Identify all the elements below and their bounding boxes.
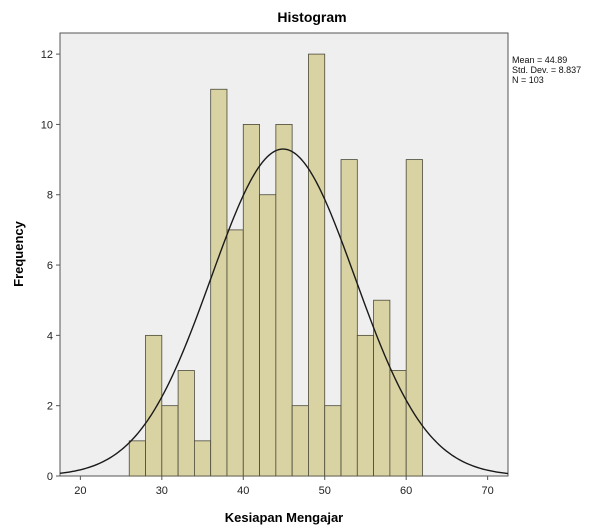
histogram-bar bbox=[275, 124, 293, 477]
histogram-bar bbox=[356, 334, 374, 477]
y-tick-label: 0 bbox=[47, 471, 53, 483]
y-tick-label: 8 bbox=[47, 190, 53, 202]
bars-group bbox=[128, 53, 423, 477]
x-tick-label: 60 bbox=[400, 485, 412, 497]
histogram-bar bbox=[128, 440, 146, 477]
histogram-bar bbox=[193, 440, 212, 477]
histogram-bar bbox=[242, 124, 260, 477]
chart-title: Histogram bbox=[277, 9, 346, 25]
histogram-bar bbox=[373, 299, 391, 477]
stat-n: N = 103 bbox=[512, 75, 544, 85]
y-tick-label: 12 bbox=[41, 49, 53, 61]
stat-std-dev: Std. Dev. = 8.837 bbox=[512, 65, 581, 75]
histogram-bar bbox=[210, 88, 228, 477]
y-tick-label: 6 bbox=[47, 260, 53, 272]
x-tick-label: 30 bbox=[156, 485, 168, 497]
histogram-bar bbox=[291, 405, 309, 477]
histogram-bar bbox=[324, 405, 342, 477]
histogram-bar bbox=[340, 159, 358, 477]
histogram-bar bbox=[177, 370, 195, 477]
y-tick-label: 4 bbox=[47, 330, 53, 342]
histogram-bar bbox=[405, 159, 423, 477]
x-axis-label: Kesiapan Mengajar bbox=[225, 510, 344, 525]
y-axis-ticks: 0 2 4 6 8 10 12 bbox=[41, 49, 60, 483]
x-tick-label: 50 bbox=[319, 485, 331, 497]
histogram-bar bbox=[259, 194, 277, 477]
y-tick-label: 2 bbox=[47, 401, 53, 413]
x-tick-label: 70 bbox=[482, 485, 494, 497]
x-axis-ticks: 20 30 40 50 60 70 bbox=[74, 476, 494, 497]
stat-mean: Mean = 44.89 bbox=[512, 55, 567, 65]
histogram-bar bbox=[226, 229, 244, 477]
histogram-bar bbox=[161, 405, 179, 477]
histogram-bar bbox=[308, 53, 326, 477]
histogram-bar bbox=[145, 334, 163, 477]
histogram-bar bbox=[389, 370, 407, 477]
y-axis-label: Frequency bbox=[11, 220, 26, 287]
x-tick-label: 40 bbox=[237, 485, 249, 497]
x-tick-label: 20 bbox=[74, 485, 86, 497]
normal-curve bbox=[59, 148, 509, 475]
y-tick-label: 10 bbox=[41, 119, 53, 131]
